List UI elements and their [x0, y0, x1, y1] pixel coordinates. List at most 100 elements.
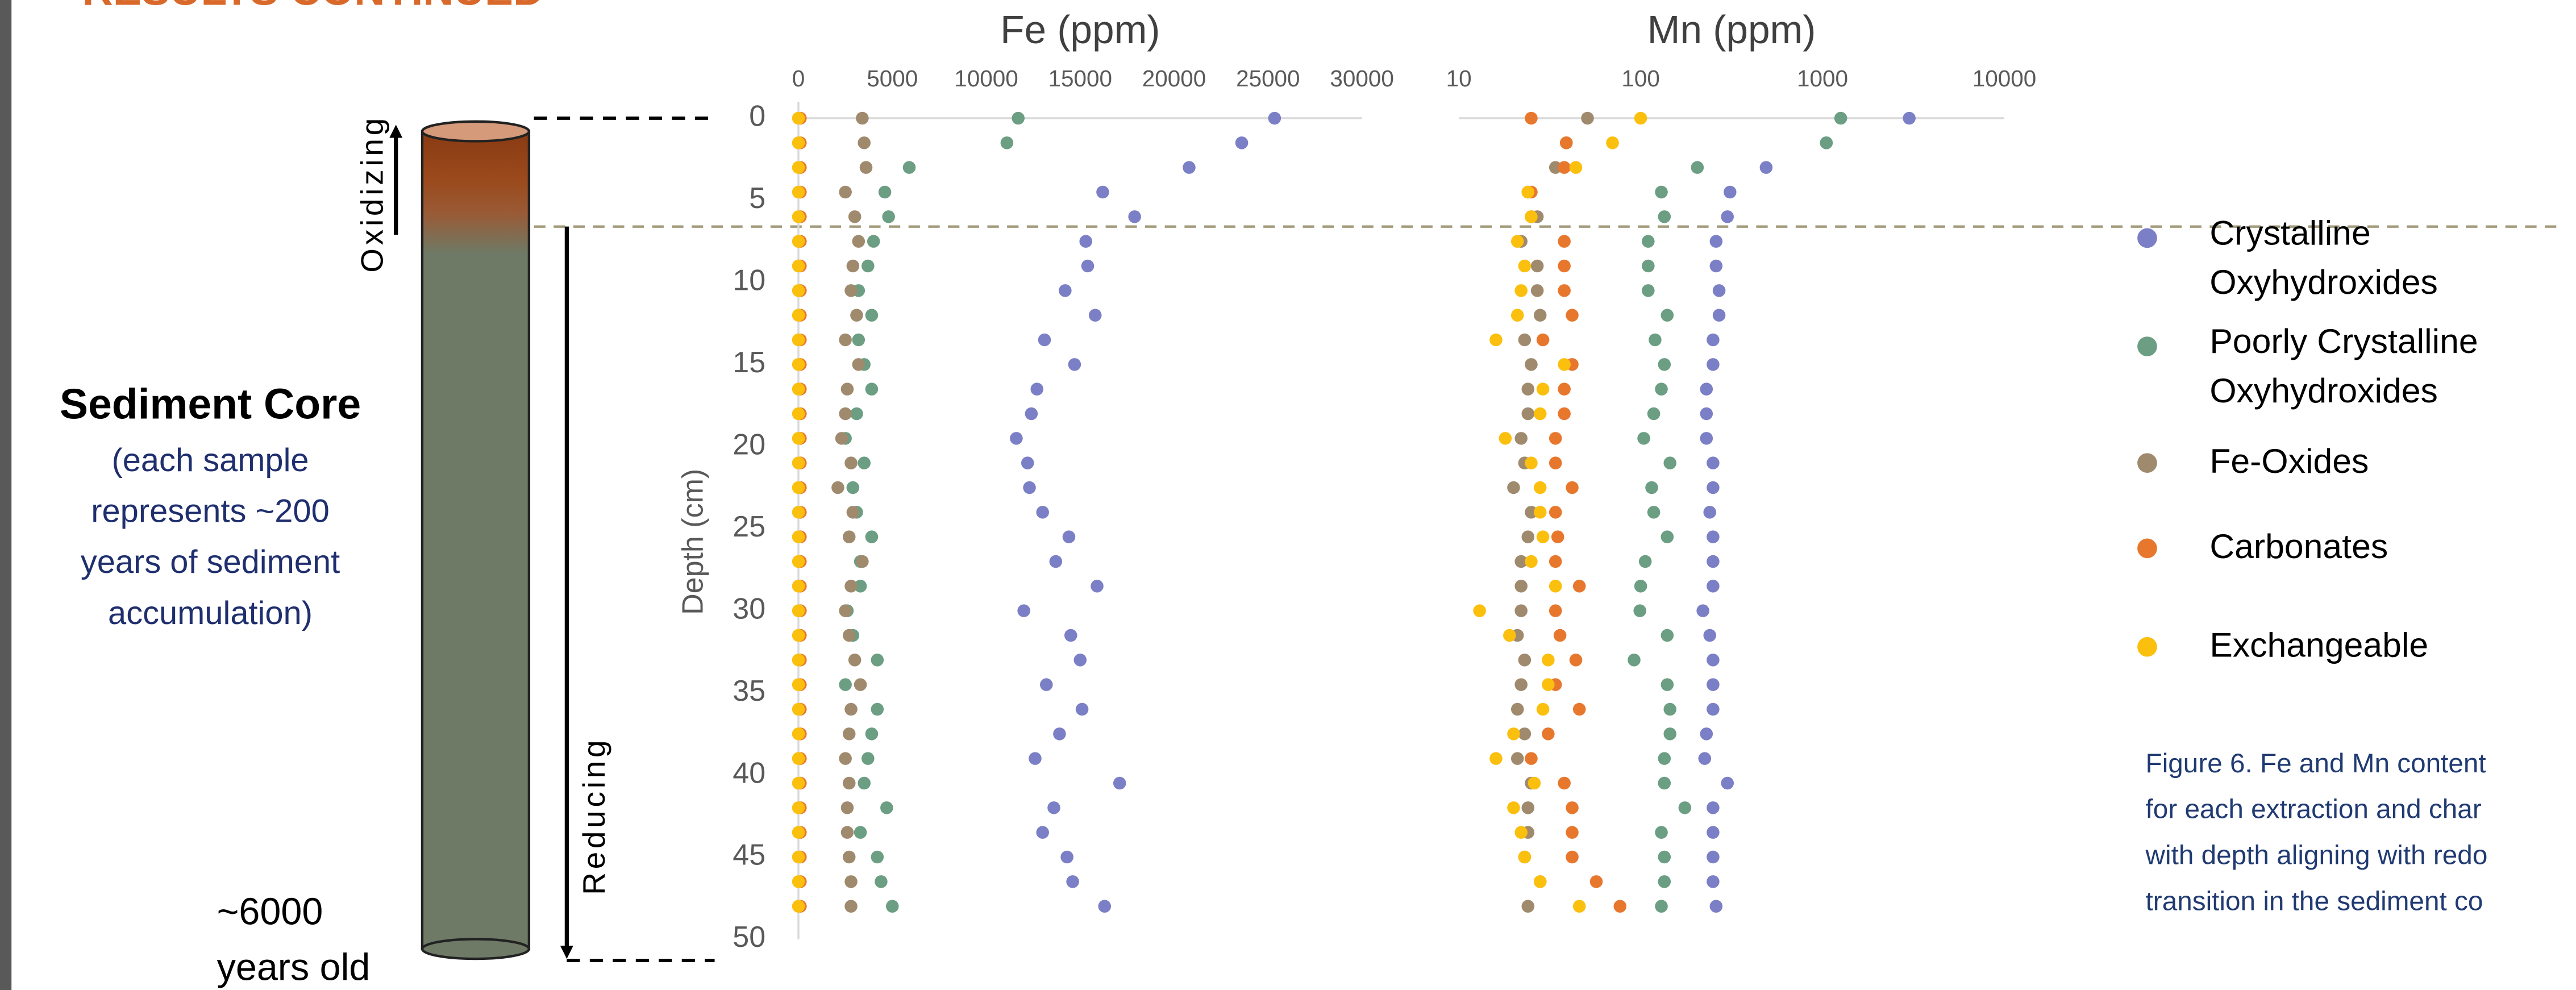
data-point	[1558, 407, 1571, 421]
data-point	[792, 801, 805, 814]
data-point	[1528, 776, 1541, 790]
data-point	[1663, 727, 1676, 741]
data-point	[842, 530, 856, 543]
data-point	[1023, 481, 1036, 494]
data-point	[1633, 604, 1646, 617]
data-point	[792, 776, 805, 790]
data-point	[1510, 235, 1524, 248]
data-point	[1707, 580, 1720, 593]
data-point	[1820, 136, 1833, 149]
data-point	[1533, 407, 1547, 421]
data-point	[1647, 407, 1661, 421]
data-point	[1030, 382, 1044, 396]
y-tick-label: 45	[733, 839, 765, 872]
data-point	[792, 382, 805, 396]
data-point	[1707, 358, 1720, 371]
data-point	[1558, 358, 1571, 371]
x-tick-label: 15000	[1048, 65, 1112, 91]
data-point	[792, 900, 805, 913]
data-point	[1549, 604, 1562, 617]
data-point	[1700, 727, 1713, 741]
data-point	[858, 776, 871, 790]
data-point	[852, 358, 865, 371]
data-point	[1572, 900, 1586, 913]
data-point	[839, 185, 852, 199]
data-point	[850, 407, 863, 421]
data-point	[1709, 235, 1723, 248]
data-point	[1066, 875, 1079, 888]
data-point	[1521, 185, 1535, 199]
data-point	[1549, 506, 1562, 519]
data-point	[1036, 826, 1049, 839]
data-point	[1698, 752, 1712, 765]
data-point	[1473, 604, 1486, 617]
data-point	[1533, 875, 1547, 888]
data-point	[1559, 136, 1573, 149]
data-point	[1572, 580, 1586, 593]
y-tick-label: 20	[733, 429, 765, 461]
legend-label: Fe-Oxides	[2209, 443, 2369, 481]
data-point	[1581, 111, 1594, 125]
data-point	[1709, 259, 1723, 273]
data-point	[1113, 776, 1126, 790]
data-point	[1569, 161, 1583, 174]
data-point	[1549, 456, 1562, 469]
x-tick-label: 25000	[1236, 65, 1300, 91]
data-point	[1510, 309, 1524, 322]
data-point	[1091, 580, 1104, 593]
data-point	[1521, 407, 1535, 421]
data-point	[792, 432, 805, 445]
data-point	[1721, 776, 1734, 790]
left-border	[0, 0, 12, 990]
data-point	[1558, 235, 1571, 248]
chart-title: Fe (ppm)	[1000, 7, 1160, 52]
data-point	[854, 678, 867, 691]
data-point	[1060, 850, 1073, 864]
data-point	[792, 456, 805, 469]
core-age: ~6000 years old	[217, 889, 371, 989]
data-point	[1518, 333, 1532, 347]
y-tick-label: 40	[733, 756, 765, 789]
legend-marker	[2137, 453, 2157, 473]
data-point	[1525, 358, 1538, 371]
data-point	[1566, 801, 1579, 814]
data-point	[1661, 678, 1674, 691]
data-point	[1268, 111, 1281, 125]
data-point	[1551, 530, 1564, 543]
data-point	[1558, 161, 1571, 174]
data-point	[865, 530, 879, 543]
data-point	[1025, 407, 1038, 421]
x-tick-label: 30000	[1330, 65, 1393, 91]
data-point	[865, 309, 879, 322]
core-subtitle-box: (each sample represents ~200 years of se…	[80, 443, 340, 633]
data-point	[1073, 654, 1087, 667]
core-top	[421, 120, 531, 143]
data-point	[1558, 284, 1571, 297]
data-point	[846, 259, 860, 273]
data-point	[844, 580, 858, 593]
data-point	[865, 727, 879, 741]
data-point	[839, 678, 852, 691]
data-point	[1525, 111, 1538, 125]
core-subtitle: (each sample represents ~200 years of se…	[80, 443, 340, 633]
series	[1696, 111, 1916, 913]
data-point	[1658, 752, 1671, 765]
data-point	[1012, 111, 1025, 125]
data-point	[1700, 382, 1713, 396]
data-point	[1658, 776, 1671, 790]
data-point	[792, 580, 805, 593]
data-point	[1649, 333, 1662, 347]
data-point	[792, 752, 805, 765]
reducing-label: Reducing	[576, 737, 611, 895]
data-point	[1040, 678, 1053, 691]
series	[1010, 111, 1281, 913]
caption-line: with depth aligning with redo	[2145, 841, 2488, 871]
data-point	[1098, 900, 1112, 913]
data-point	[1533, 506, 1547, 519]
data-point	[792, 555, 805, 568]
data-point	[1634, 111, 1647, 125]
data-point	[1606, 136, 1619, 149]
data-point	[1525, 506, 1538, 519]
data-point	[1759, 161, 1773, 174]
data-point	[1663, 702, 1676, 716]
